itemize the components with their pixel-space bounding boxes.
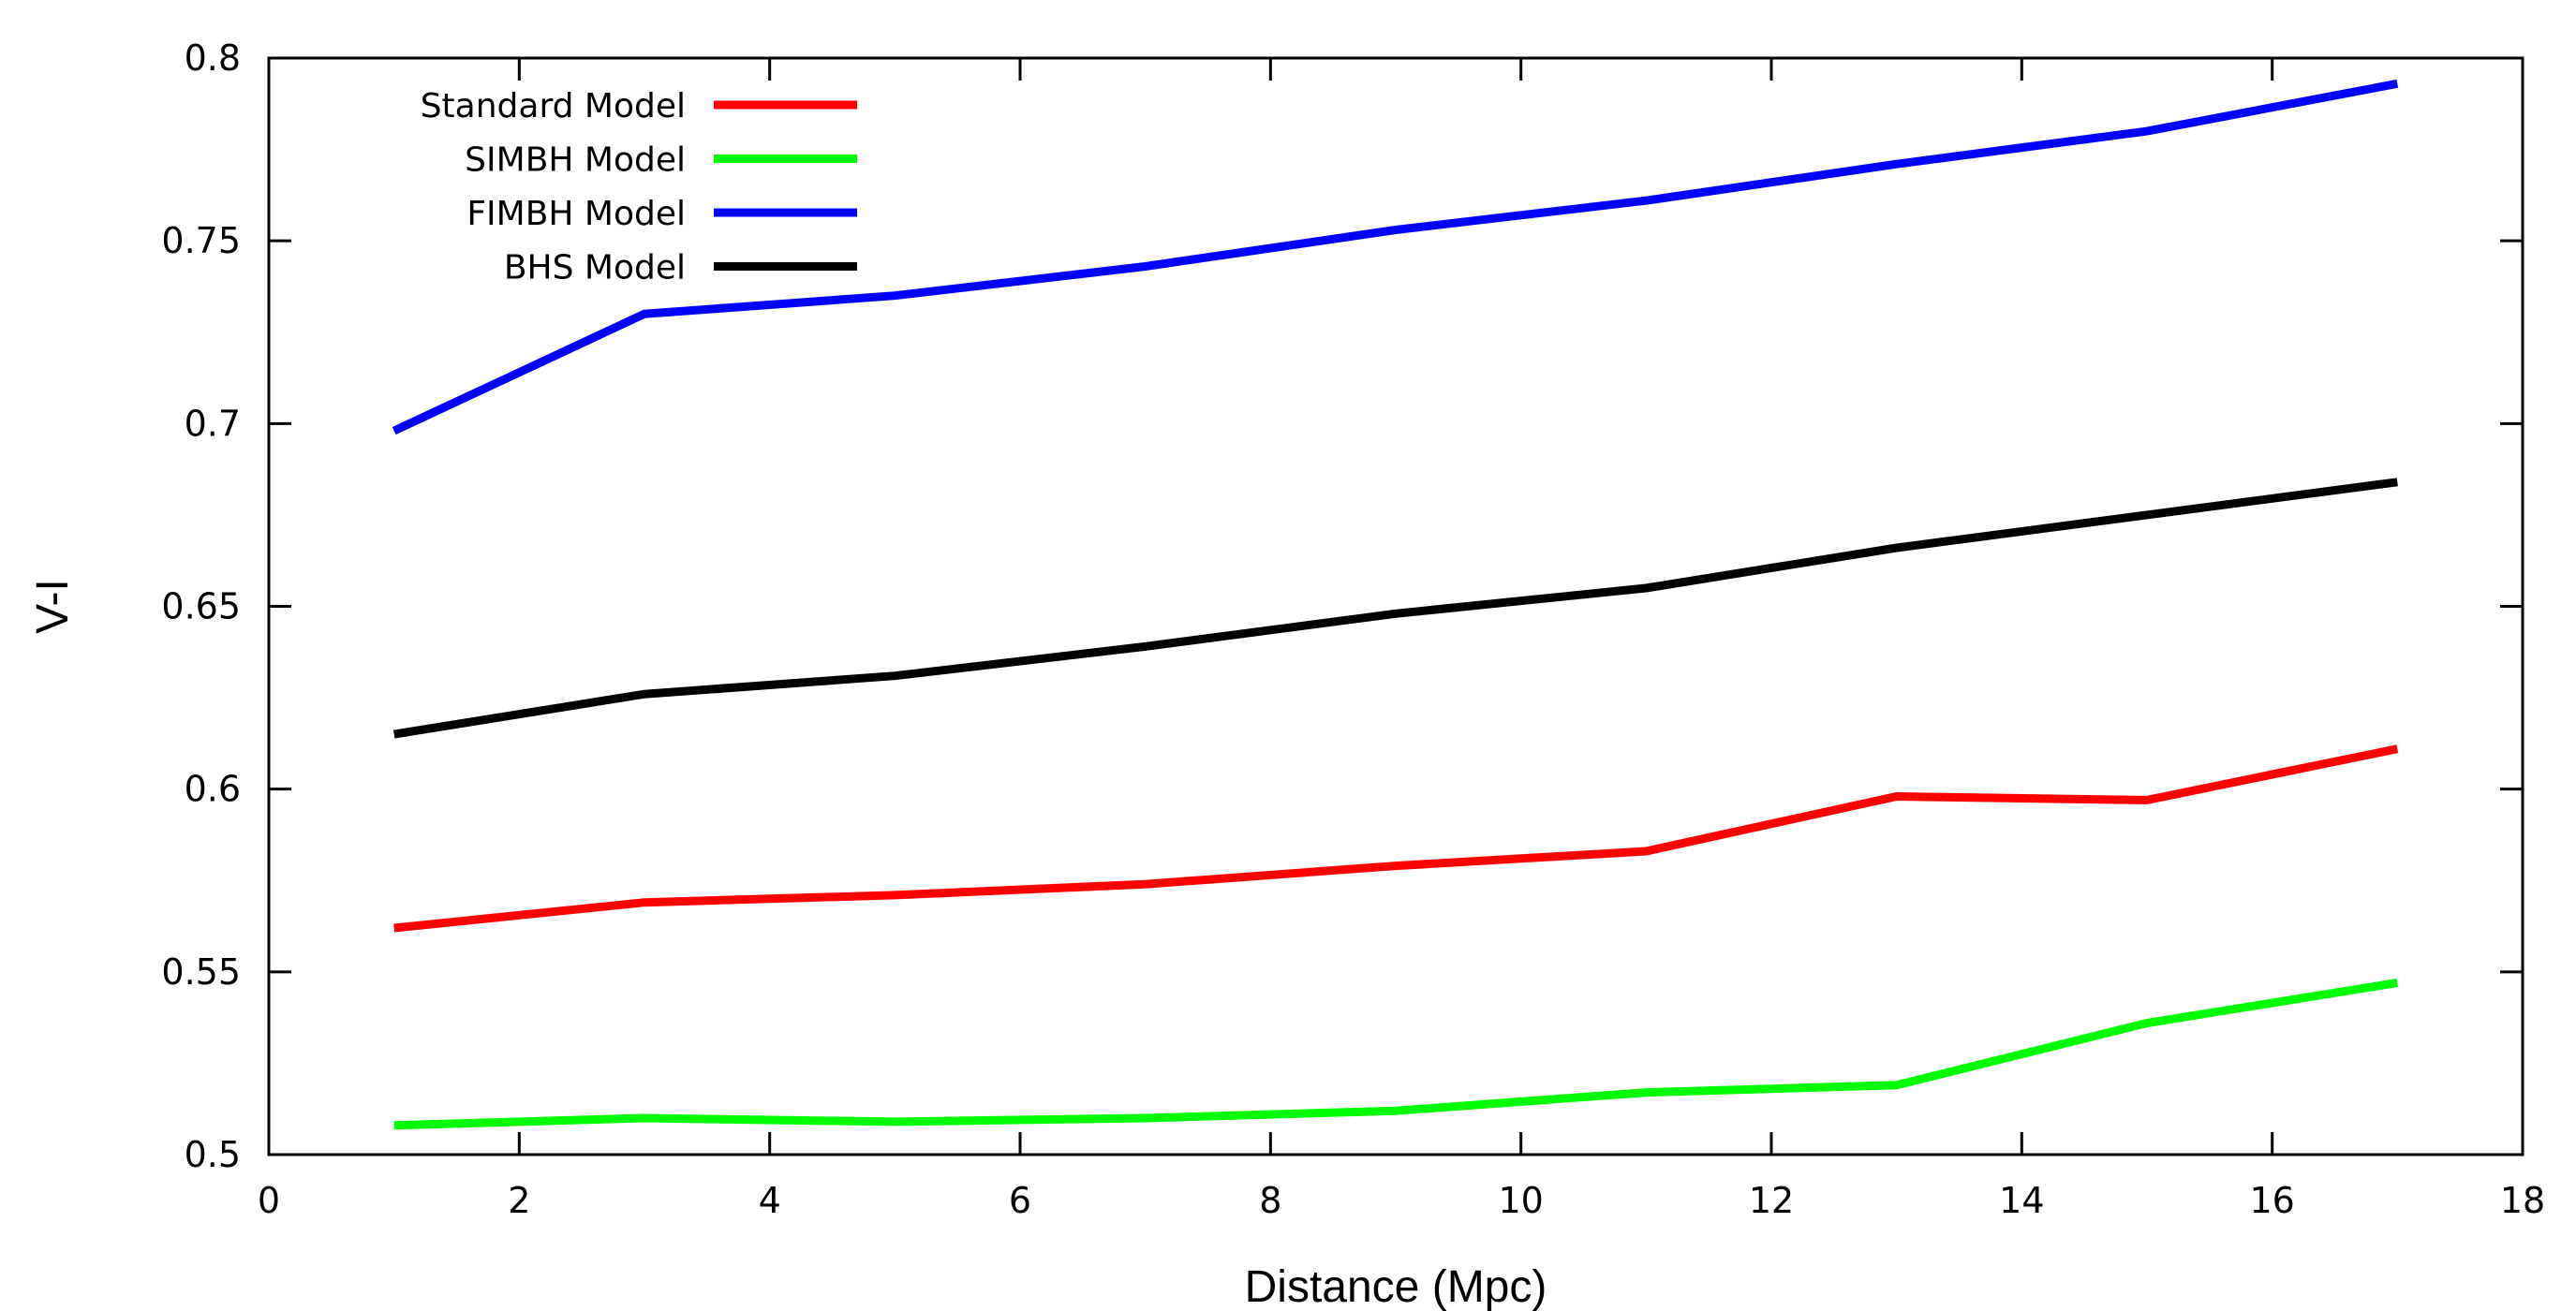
x-tick-label: 4 (759, 1180, 781, 1221)
series-line-4 (392, 478, 2398, 739)
x-tick-label: 2 (508, 1180, 530, 1221)
plot-frame (267, 56, 2524, 1156)
x-tick-label: 10 (1498, 1180, 1543, 1221)
series-lines (392, 79, 2399, 1130)
legend-label: SIMBH Model (465, 141, 686, 180)
series-line-1 (393, 744, 2399, 933)
x-tick-label: 18 (2500, 1180, 2545, 1221)
x-axis-title: Distance (Mpc) (1245, 1262, 1547, 1311)
series-line-3 (392, 79, 2399, 435)
legend-label: BHS Model (504, 249, 686, 287)
y-tick-label: 0.75 (161, 220, 241, 261)
y-tick-label: 0.8 (185, 37, 241, 79)
axis-ticks: 0 2 4 6 8 10 12 14 16 18 0.5 0.55 0.6 0.65 0.7 0.75 0.8 (161, 37, 2545, 1221)
y-tick-label: 0.7 (185, 403, 241, 444)
y-tick-label: 0.55 (161, 951, 241, 993)
x-tick-label: 0 (258, 1180, 280, 1221)
y-tick-label: 0.5 (185, 1134, 241, 1175)
x-tick-label: 8 (1259, 1180, 1281, 1221)
legend-label: Standard Model (421, 87, 686, 125)
y-tick-label: 0.65 (161, 586, 241, 627)
y-axis-title: V-I (28, 579, 78, 634)
legend: Standard Model SIMBH Model FIMBH Model BHS … (421, 87, 857, 287)
x-tick-label: 16 (2249, 1180, 2294, 1221)
series-line-2 (393, 979, 2399, 1130)
x-tick-label: 12 (1749, 1180, 1794, 1221)
y-tick-label: 0.6 (185, 769, 241, 810)
x-tick-label: 6 (1009, 1180, 1031, 1221)
legend-label: FIMBH Model (466, 195, 686, 233)
x-tick-label: 14 (1999, 1180, 2044, 1221)
